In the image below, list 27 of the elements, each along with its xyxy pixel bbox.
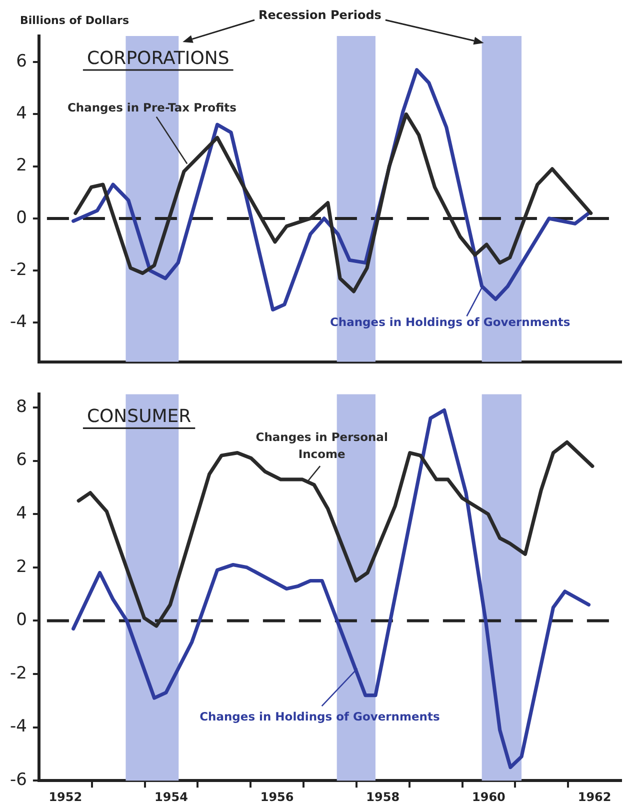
y-axis-title: Billions of Dollars xyxy=(20,14,130,27)
y-tick-label: 0 xyxy=(16,610,27,630)
y-tick-label: 2 xyxy=(16,156,27,176)
y-tick-label: 0 xyxy=(16,208,27,228)
y-tick-label: -2 xyxy=(10,260,27,280)
y-tick-label: -2 xyxy=(10,663,27,684)
text: Recession Periods xyxy=(258,8,382,22)
series-label: Changes in Personal Income xyxy=(256,430,388,461)
y-tick-label: -4 xyxy=(10,716,27,737)
y-tick-label: 6 xyxy=(16,51,27,72)
y-tick-label: 4 xyxy=(16,104,27,124)
x-tick-label: 1956 xyxy=(260,790,294,804)
y-tick-label: 6 xyxy=(16,450,27,470)
text: CORPORATIONS xyxy=(86,48,230,69)
text: CONSUMER xyxy=(86,406,192,428)
x-tick-label: 1960 xyxy=(472,790,506,804)
text: Changes in Pre-Tax Profits xyxy=(67,100,237,115)
x-tick-label: 1958 xyxy=(366,790,400,804)
y-tick-label: 8 xyxy=(16,396,27,417)
text: Changes in Holdings of Governments xyxy=(200,710,440,724)
x-tick-label: 1952 xyxy=(48,790,82,804)
x-tick-label: 1954 xyxy=(154,790,188,804)
y-tick-label: -4 xyxy=(10,312,27,332)
x-tick-label: 1962 xyxy=(578,790,612,804)
y-tick-label: 2 xyxy=(16,556,27,577)
y-tick-label: 4 xyxy=(16,504,27,524)
y-tick-label: -6 xyxy=(10,770,27,790)
